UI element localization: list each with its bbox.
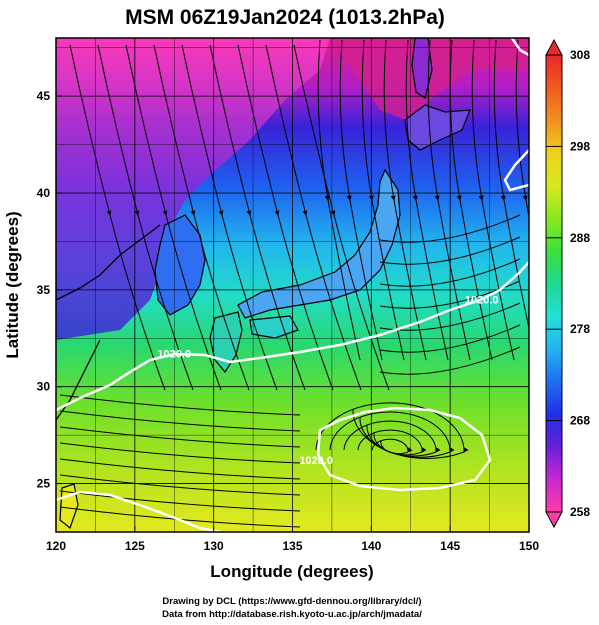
- x-axis-label: Longitude (degrees): [210, 562, 373, 581]
- streamline: [379, 258, 521, 287]
- x-tick-label: 130: [204, 539, 224, 553]
- contour-label: 1020.0: [157, 349, 191, 361]
- colorbar-tick-label: 288: [570, 231, 590, 245]
- map-plot-area: 1020.0 1020.0 1020.0: [56, 38, 529, 532]
- streamline: [379, 214, 521, 243]
- streamline: [69, 44, 166, 391]
- colorbar-body: [545, 54, 563, 513]
- streamline: [59, 410, 301, 432]
- streamline: [153, 44, 250, 391]
- colorbar-tick-label: 298: [570, 139, 590, 153]
- streamline: [59, 394, 301, 416]
- x-tick-label: 150: [519, 539, 539, 553]
- credit-line-1: Drawing by DCL (https://www.gfd-dennou.o…: [162, 596, 421, 607]
- x-tick-label: 120: [46, 539, 66, 553]
- isobar-1020-southwest: [56, 490, 221, 532]
- y-tick-label: 35: [37, 283, 51, 297]
- colorbar-tick-label: 258: [570, 505, 590, 519]
- x-tick-label: 135: [282, 539, 302, 553]
- streamline: [339, 39, 383, 361]
- streamline: [315, 402, 469, 459]
- colorbar-max-arrow: [545, 38, 563, 56]
- isobar-northeast: [503, 38, 529, 192]
- streamline: [427, 39, 471, 361]
- streamline: [237, 44, 334, 391]
- streamline: [59, 442, 301, 464]
- page-title: MSM 06Z19Jan2024 (1013.2hPa): [125, 6, 445, 29]
- x-tick-label: 145: [440, 539, 460, 553]
- streamline: [405, 39, 449, 361]
- hokkaido-island: [404, 104, 471, 151]
- y-axis-ticks: 25 30 35 40 45: [37, 89, 62, 491]
- streamline: [59, 426, 301, 448]
- streamline: [379, 324, 521, 353]
- streamline: [125, 44, 222, 391]
- streamline: [265, 44, 362, 391]
- streamline: [181, 44, 278, 391]
- streamline: [449, 39, 493, 361]
- streamline: [383, 39, 427, 361]
- sakhalin-island: [411, 38, 433, 99]
- streamline: [515, 39, 529, 220]
- colorbar-min-arrow: [545, 511, 563, 529]
- x-tick-label: 140: [361, 539, 381, 553]
- streamline: [379, 346, 521, 375]
- credit-line-2: Data from http://database.rish.kyoto-u.a…: [162, 609, 422, 620]
- streamline: [317, 39, 361, 361]
- streamline: [471, 39, 515, 361]
- x-tick-label: 125: [125, 539, 145, 553]
- streamline: [493, 39, 529, 331]
- streamline: [379, 236, 521, 265]
- streamline: [59, 490, 301, 512]
- streamline: [209, 44, 306, 391]
- colorbar-tick-label: 278: [570, 322, 590, 336]
- colorbar: 258 268 278 288 298 308: [545, 38, 590, 529]
- kyushu-island: [209, 311, 243, 374]
- isobar-1020-north: [56, 261, 529, 412]
- colorbar-tick-label: 308: [570, 48, 590, 62]
- contour-label: 1020.0: [299, 455, 333, 467]
- streamline: [97, 44, 194, 391]
- pressure-contours: [56, 38, 529, 532]
- honshu-island: [237, 168, 401, 319]
- y-axis-label: Latitude (degrees): [3, 211, 22, 358]
- streamline: [361, 39, 405, 361]
- isobar-1020-south: [316, 406, 492, 492]
- graticule: [56, 38, 529, 532]
- streamline: [293, 44, 390, 391]
- streamline: [59, 474, 301, 496]
- colorbar-tick-label: 268: [570, 414, 590, 428]
- contour-labels: 1020.0 1020.0 1020.0: [157, 294, 498, 467]
- y-tick-label: 40: [37, 186, 51, 200]
- streamline: [59, 458, 301, 480]
- contour-label: 1020.0: [465, 294, 499, 306]
- shikoku-island: [249, 315, 299, 339]
- y-tick-label: 45: [37, 89, 51, 103]
- y-tick-label: 25: [37, 477, 51, 491]
- x-axis-ticks: 120 125 130 135 140 145 150: [46, 526, 539, 553]
- y-tick-label: 30: [37, 380, 51, 394]
- continent-landmass: [56, 38, 330, 340]
- wind-streamlines: [59, 39, 529, 528]
